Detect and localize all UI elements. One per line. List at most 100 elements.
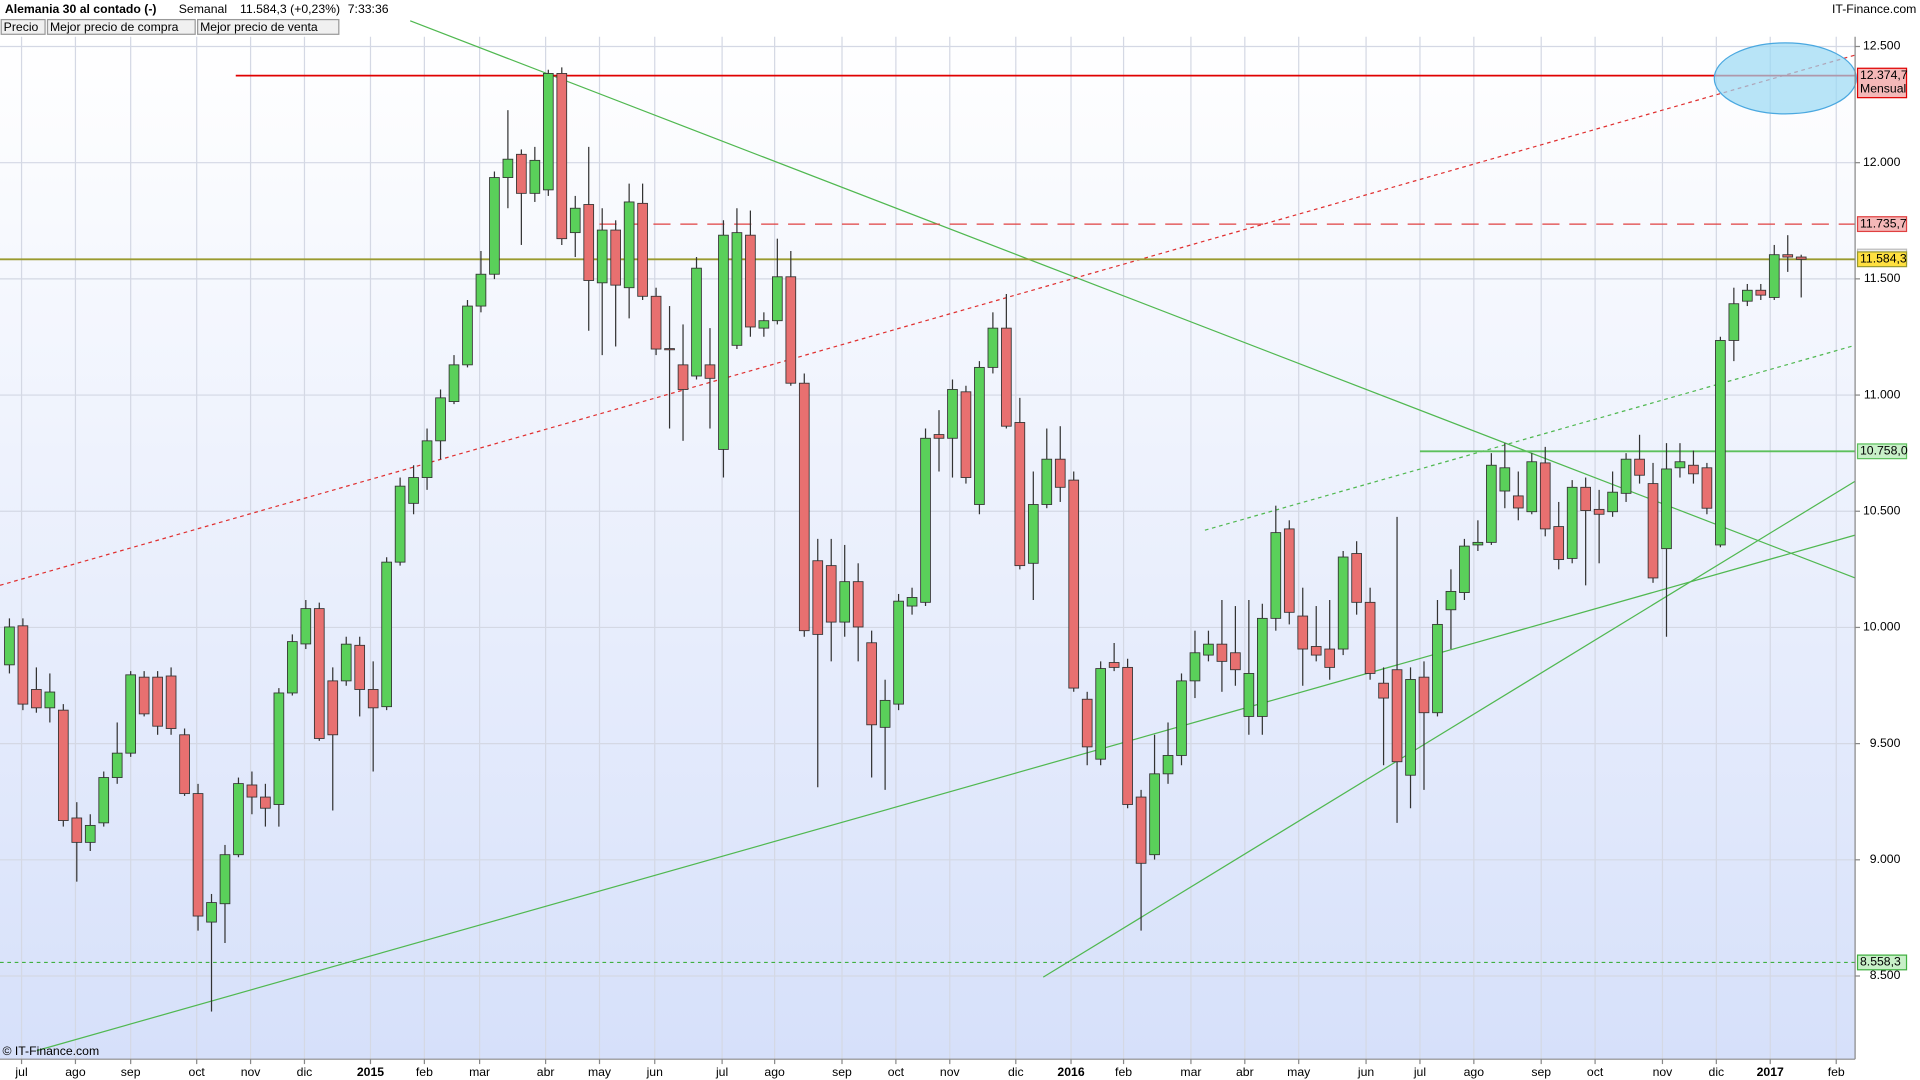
y-tick-label: 9.000	[1870, 852, 1901, 866]
y-tick-label: 10.500	[1863, 503, 1901, 517]
candle-body	[1512, 495, 1524, 509]
candle-body	[1566, 486, 1578, 559]
legend-label: Mejor precio de compra	[50, 20, 179, 34]
candle-body	[125, 674, 137, 754]
candle-body	[704, 364, 716, 379]
candle-body	[1795, 256, 1807, 260]
candles	[4, 67, 1807, 1012]
candle-body	[1755, 289, 1767, 296]
header-title: Alemania 30 al contado (-)	[5, 2, 157, 16]
candle-body	[287, 641, 298, 694]
candle-body	[745, 234, 756, 328]
candle-body	[583, 204, 595, 281]
candle-body	[367, 689, 379, 709]
candle-body	[920, 437, 931, 603]
candle-body	[516, 153, 527, 194]
candle-body	[866, 642, 877, 726]
candle-body	[1135, 796, 1147, 864]
x-tick-label: ago	[65, 1065, 86, 1079]
candle-body	[273, 692, 285, 805]
levels	[0, 74, 1856, 964]
legend-box	[197, 18, 340, 35]
candle-body	[340, 643, 352, 682]
x-tick-label: nov	[241, 1065, 262, 1079]
x-tick-label: jul	[715, 1065, 728, 1079]
candle-body	[260, 796, 271, 809]
candle-body	[1715, 340, 1726, 546]
x-tick-label: ago	[764, 1065, 785, 1079]
candle-body	[1283, 528, 1295, 613]
x-tick-label: may	[588, 1065, 612, 1079]
x-tick-label: 2016	[1057, 1065, 1084, 1079]
candle-body	[974, 366, 985, 505]
candle-body	[1459, 545, 1470, 594]
x-tick-label: nov	[940, 1065, 961, 1079]
candle-body	[17, 625, 29, 705]
candle-body	[987, 327, 999, 368]
candle-body	[462, 305, 473, 366]
copyright: © IT-Finance.com	[2, 1044, 99, 1058]
legend-box	[0, 18, 46, 35]
candle-body	[1553, 526, 1565, 561]
candle-body	[1189, 652, 1201, 682]
candle-body	[610, 229, 621, 286]
candle-body	[1741, 289, 1753, 302]
candle-body	[233, 783, 244, 856]
candle-body	[529, 159, 541, 194]
candle-body	[623, 201, 635, 289]
trend-line	[1042, 480, 1856, 978]
candle-body	[960, 391, 972, 478]
candle-body	[1526, 461, 1538, 513]
trend-line	[36, 534, 1856, 1052]
candle-body	[1661, 468, 1672, 550]
x-tick-label: dic	[1709, 1065, 1725, 1079]
candle-body	[98, 777, 110, 824]
candle-body	[1445, 590, 1457, 611]
candle-body	[44, 691, 56, 709]
candle-body	[246, 784, 258, 798]
candle-body	[165, 675, 177, 729]
header-bar	[0, 0, 1920, 19]
candle-body	[435, 397, 446, 442]
candle-body	[1782, 254, 1794, 258]
x-tick-label: ago	[1464, 1065, 1485, 1079]
candle-body	[1081, 698, 1093, 748]
candle-body	[758, 320, 770, 329]
candle-body	[893, 600, 904, 705]
candle-body	[31, 689, 42, 709]
candle-body	[650, 295, 662, 350]
candle-body	[475, 273, 487, 307]
legend: Precio Mejor precio de compra Mejor precio…	[0, 18, 340, 35]
candle-body	[691, 267, 702, 377]
candle-body	[1027, 504, 1039, 564]
candle-body	[596, 229, 608, 284]
header-last: 11.584,3 (+0,23%)	[240, 2, 340, 16]
level-label: 11.584,3	[1860, 252, 1907, 266]
candle-body	[1580, 486, 1591, 511]
level-tag	[1856, 443, 1908, 460]
level-label: 10.758,0	[1860, 444, 1908, 458]
candle-body	[394, 485, 406, 563]
candle-body	[1337, 556, 1349, 650]
candle-body	[556, 73, 568, 240]
candle-body	[1472, 541, 1484, 546]
candle-body	[1054, 458, 1066, 488]
trend-lines	[0, 20, 1856, 1052]
candle-body	[179, 734, 190, 795]
candle-body	[313, 608, 325, 739]
candle-body	[1688, 464, 1699, 475]
candle-body	[327, 680, 339, 736]
candle-body	[906, 597, 918, 607]
x-tick-label: nov	[1653, 1065, 1674, 1079]
candle-body	[1674, 461, 1686, 469]
x-tick-label: dic	[297, 1065, 313, 1079]
candle-body	[502, 158, 514, 178]
x-tick-label: jul	[1413, 1065, 1426, 1079]
candle-body	[1216, 643, 1228, 662]
y-tick-label: 11.500	[1864, 271, 1901, 285]
candle-body	[1351, 553, 1362, 603]
candle-body	[879, 699, 891, 728]
candle-body	[84, 824, 96, 843]
x-tick-label: jul	[14, 1065, 27, 1079]
